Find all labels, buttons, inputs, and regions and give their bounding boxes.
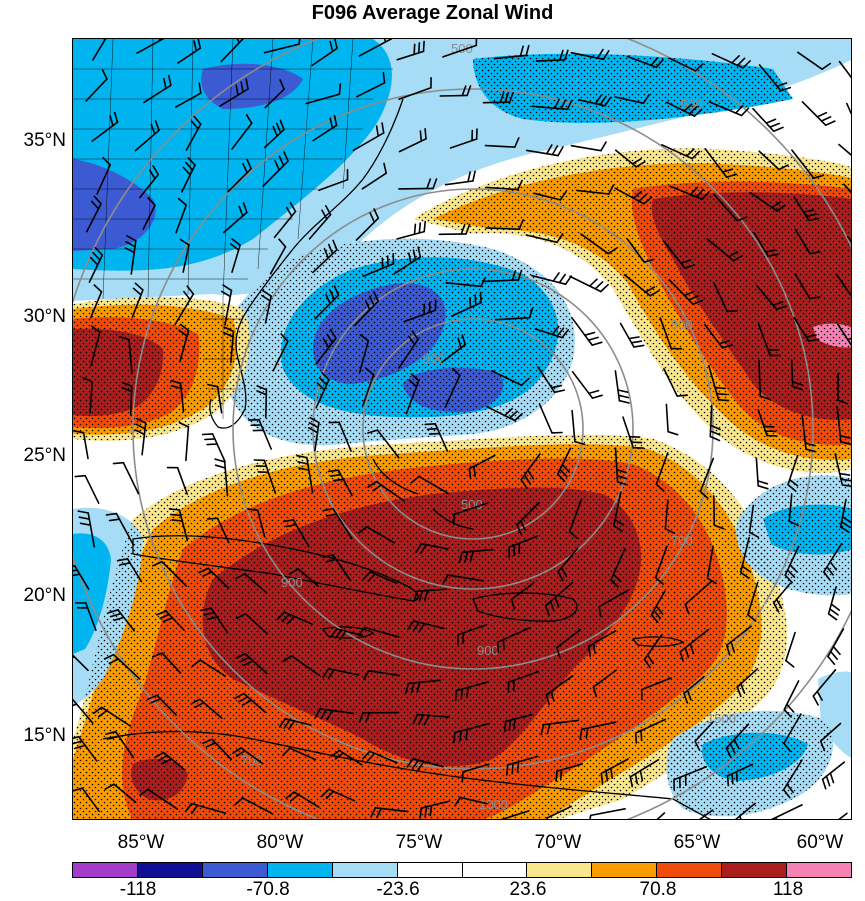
wind-barb — [771, 805, 803, 820]
contour-label: 900 — [671, 317, 693, 332]
wind-barb — [641, 813, 665, 820]
colorbar-segment — [787, 863, 851, 877]
wind-barb — [786, 633, 795, 667]
lon-label-65w: 65°W — [652, 832, 742, 854]
lat-label-15n: 15°N — [0, 725, 66, 747]
wind-barb — [203, 434, 226, 462]
colorbar-segment — [527, 863, 592, 877]
wind-barb — [828, 629, 843, 664]
contour-label: 900 — [477, 643, 499, 658]
lon-label-85w: 85°W — [96, 832, 186, 854]
wind-barb — [572, 318, 602, 345]
lat-label-20n: 20°N — [0, 585, 66, 607]
wind-barb — [397, 222, 425, 239]
colorbar-label: -118 — [93, 879, 183, 901]
colorbar-label: 70.8 — [613, 879, 703, 901]
wind-barb — [840, 62, 853, 85]
lat-label-35n: 35°N — [0, 130, 66, 152]
contour-label: 500 — [461, 497, 483, 512]
lon-label-80w: 80°W — [235, 832, 325, 854]
wind-barb — [756, 458, 767, 488]
contour-label: 700 — [671, 533, 693, 548]
wind-barb — [847, 104, 852, 134]
colorbar-segment — [722, 863, 787, 877]
colorbar-segment — [657, 863, 722, 877]
wind-barb — [570, 276, 608, 291]
colorbar-segment — [463, 863, 528, 877]
map-panel: 500 500 500 900 900 900 900 700 700 1000… — [72, 38, 852, 820]
wind-barb — [666, 404, 677, 434]
colorbar-segment — [73, 863, 138, 877]
lon-label-60w: 60°W — [775, 832, 865, 854]
colorbar — [72, 862, 852, 878]
wind-barb — [839, 145, 852, 168]
lat-label-30n: 30°N — [0, 306, 66, 328]
colorbar-segment — [398, 863, 463, 877]
wind-barb — [784, 681, 798, 717]
contour-label: 1000 — [479, 797, 508, 812]
lon-label-70w: 70°W — [513, 832, 603, 854]
wind-barb — [540, 404, 563, 433]
contour-label: 900 — [423, 351, 445, 366]
wind-barb — [572, 142, 607, 151]
zonal-wind-map: 500 500 500 900 900 900 900 700 700 1000… — [73, 39, 852, 820]
colorbar-segment — [333, 863, 398, 877]
lon-label-75w: 75°W — [374, 832, 464, 854]
colorbar-label: -70.8 — [223, 879, 313, 901]
wind-barb — [75, 476, 98, 504]
colorbar-segment — [268, 863, 333, 877]
wind-barb — [589, 809, 625, 820]
wind-shading — [73, 39, 852, 820]
colorbar-label: 118 — [743, 879, 833, 901]
colorbar-segment — [138, 863, 203, 877]
lat-label-25n: 25°N — [0, 445, 66, 467]
colorbar-segment — [592, 863, 657, 877]
wind-barb — [825, 813, 847, 820]
colorbar-label: 23.6 — [483, 879, 573, 901]
wind-barb — [802, 102, 834, 125]
colorbar-label: -23.6 — [353, 879, 443, 901]
contour-label: 900 — [281, 575, 303, 590]
map-title: F096 Average Zonal Wind — [0, 2, 865, 25]
colorbar-segment — [203, 863, 268, 877]
